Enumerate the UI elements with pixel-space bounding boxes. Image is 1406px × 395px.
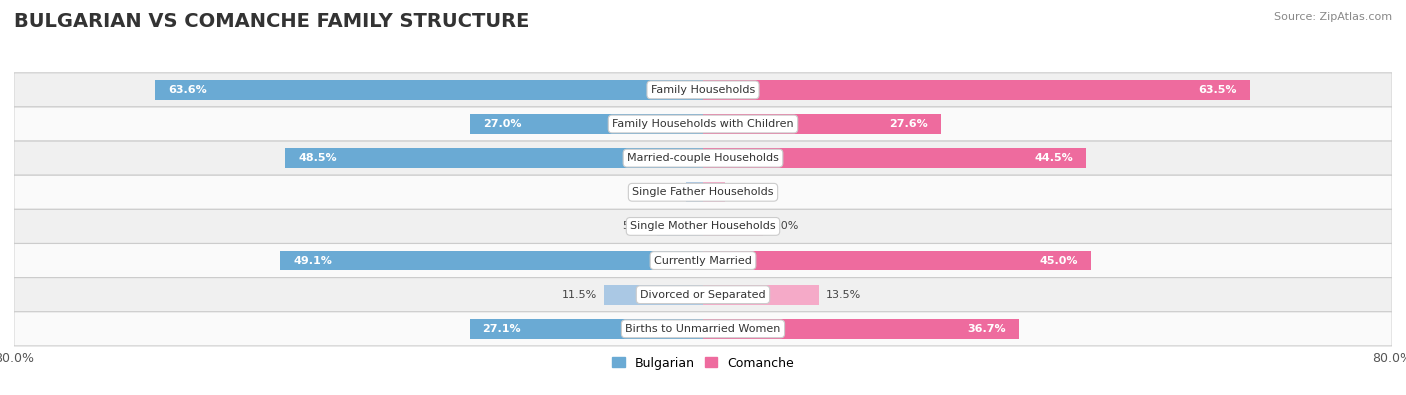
Bar bbox=[686, 182, 703, 202]
Bar bbox=[471, 114, 703, 134]
Text: Family Households with Children: Family Households with Children bbox=[612, 119, 794, 129]
Text: 13.5%: 13.5% bbox=[827, 290, 862, 300]
Text: 11.5%: 11.5% bbox=[562, 290, 598, 300]
Bar bbox=[703, 80, 1250, 100]
Bar bbox=[280, 251, 703, 271]
Bar bbox=[703, 285, 820, 305]
Text: Births to Unmarried Women: Births to Unmarried Women bbox=[626, 324, 780, 334]
FancyBboxPatch shape bbox=[14, 141, 1392, 175]
Bar bbox=[605, 285, 703, 305]
Text: Family Households: Family Households bbox=[651, 85, 755, 95]
Text: 7.0%: 7.0% bbox=[770, 222, 799, 231]
Text: 27.0%: 27.0% bbox=[484, 119, 522, 129]
Text: Married-couple Households: Married-couple Households bbox=[627, 153, 779, 163]
Bar bbox=[703, 319, 1019, 339]
Text: Divorced or Separated: Divorced or Separated bbox=[640, 290, 766, 300]
Legend: Bulgarian, Comanche: Bulgarian, Comanche bbox=[607, 352, 799, 374]
Bar bbox=[703, 251, 1091, 271]
FancyBboxPatch shape bbox=[14, 175, 1392, 209]
Bar bbox=[703, 148, 1087, 168]
FancyBboxPatch shape bbox=[14, 107, 1392, 141]
FancyBboxPatch shape bbox=[14, 243, 1392, 278]
Text: 49.1%: 49.1% bbox=[292, 256, 332, 265]
Text: 27.6%: 27.6% bbox=[889, 119, 928, 129]
Bar bbox=[703, 114, 941, 134]
FancyBboxPatch shape bbox=[14, 209, 1392, 243]
Text: 45.0%: 45.0% bbox=[1039, 256, 1077, 265]
Text: Single Father Households: Single Father Households bbox=[633, 187, 773, 197]
Text: 44.5%: 44.5% bbox=[1035, 153, 1073, 163]
Text: Currently Married: Currently Married bbox=[654, 256, 752, 265]
Text: 48.5%: 48.5% bbox=[298, 153, 337, 163]
Bar bbox=[470, 319, 703, 339]
FancyBboxPatch shape bbox=[14, 278, 1392, 312]
Bar bbox=[703, 182, 724, 202]
Bar bbox=[155, 80, 703, 100]
FancyBboxPatch shape bbox=[14, 312, 1392, 346]
FancyBboxPatch shape bbox=[14, 73, 1392, 107]
Bar bbox=[285, 148, 703, 168]
Text: 63.5%: 63.5% bbox=[1198, 85, 1237, 95]
Bar bbox=[703, 216, 763, 236]
Text: Single Mother Households: Single Mother Households bbox=[630, 222, 776, 231]
Text: 27.1%: 27.1% bbox=[482, 324, 522, 334]
Text: 36.7%: 36.7% bbox=[967, 324, 1007, 334]
Text: BULGARIAN VS COMANCHE FAMILY STRUCTURE: BULGARIAN VS COMANCHE FAMILY STRUCTURE bbox=[14, 12, 530, 31]
Text: 63.6%: 63.6% bbox=[169, 85, 207, 95]
Text: 2.5%: 2.5% bbox=[731, 187, 759, 197]
Text: 2.0%: 2.0% bbox=[651, 187, 679, 197]
Text: Source: ZipAtlas.com: Source: ZipAtlas.com bbox=[1274, 12, 1392, 22]
Text: 5.3%: 5.3% bbox=[623, 222, 651, 231]
Bar bbox=[658, 216, 703, 236]
